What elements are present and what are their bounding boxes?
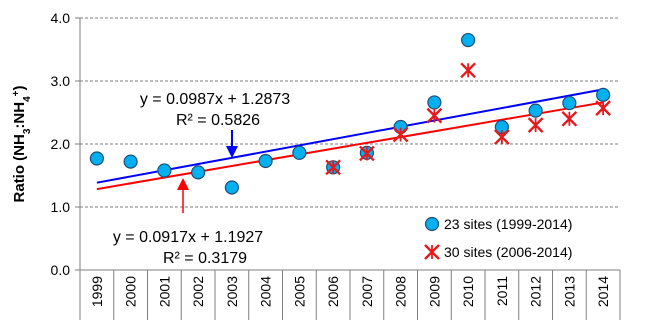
data-point-circle-2012 <box>528 103 543 118</box>
blue-trend-equation: y = 0.0987x + 1.2873 <box>140 91 290 108</box>
x-tick-label: 2013 <box>561 276 577 307</box>
data-point-circle-2014 <box>596 87 611 102</box>
data-point-asterisk-2009 <box>426 107 443 124</box>
blue-trend-r2: R² = 0.5826 <box>176 112 260 129</box>
x-tick-label: 2010 <box>460 276 476 307</box>
y-tick-label: 4.0 <box>51 10 71 26</box>
trendline-0 <box>96 88 604 184</box>
data-point-asterisk-2010 <box>460 62 476 79</box>
points-layer <box>89 32 611 195</box>
data-point-asterisk-2013 <box>561 110 578 127</box>
red-trend-r2: R² = 0.3179 <box>163 250 247 267</box>
legend: 23 sites (1999-2014) 30 sites (2006-2014) <box>424 216 572 260</box>
data-point-circle-2005 <box>292 145 307 160</box>
y-tick-label: 3.0 <box>51 73 71 89</box>
trendline-layer <box>96 88 604 191</box>
trendline-1 <box>96 101 604 191</box>
y-tick-label: 2.0 <box>51 136 71 152</box>
data-point-circle-2009 <box>427 95 442 110</box>
data-point-asterisk-2008 <box>392 126 409 143</box>
x-tick-label: 2005 <box>291 276 307 307</box>
legend-marker-asterisk <box>424 244 440 260</box>
data-point-asterisk-2011 <box>494 129 510 145</box>
legend-marker-circle <box>424 216 440 232</box>
y-axis-label: Ratio (NH3:NH4+) <box>11 86 33 203</box>
red-arrow-head <box>177 178 189 190</box>
x-tick-label: 2014 <box>595 276 611 307</box>
data-point-circle-2000 <box>123 154 138 169</box>
x-tick-label: 2007 <box>359 276 375 307</box>
annotation-layer: y = 0.0987x + 1.2873 R² = 0.5826 y = 0.091… <box>113 91 290 267</box>
data-point-circle-2004 <box>258 153 273 169</box>
data-point-asterisk-2012 <box>527 117 544 133</box>
data-point-circle-2010 <box>461 32 476 48</box>
data-point-asterisk-2007 <box>359 145 375 162</box>
x-tick-label: 2001 <box>156 276 172 307</box>
y-tick-label: 1.0 <box>51 199 71 215</box>
x-tick-label: 2002 <box>190 276 206 307</box>
data-point-circle-2003 <box>224 180 239 195</box>
blue-arrow-head <box>226 146 238 158</box>
axes-layer: 0.0 1.0 2.0 3.0 4.0 1999 2000 2001 2002 2003 2004 2… <box>11 10 621 320</box>
data-point-circle-2013 <box>562 95 577 111</box>
data-point-asterisk-2006 <box>325 159 341 176</box>
x-tick-label: 2012 <box>528 276 544 307</box>
y-tick-label: 0.0 <box>51 262 71 278</box>
legend-label-30-sites: 30 sites (2006-2014) <box>444 244 572 260</box>
x-tick-label: 2008 <box>393 276 409 307</box>
x-tick-label: 2003 <box>224 276 240 307</box>
grid-layer <box>80 17 620 208</box>
x-tick-label: 2006 <box>325 276 341 307</box>
data-point-asterisk-2014 <box>595 100 611 116</box>
data-point-circle-2001 <box>157 163 172 178</box>
red-trend-equation: y = 0.0917x + 1.1927 <box>113 229 263 246</box>
x-tick-label: 2000 <box>123 276 139 307</box>
x-tick-label: 1999 <box>89 276 105 307</box>
x-tick-label: 2011 <box>494 276 510 306</box>
x-tick-label: 2004 <box>258 276 274 307</box>
legend-label-23-sites: 23 sites (1999-2014) <box>444 216 572 232</box>
data-point-circle-1999 <box>89 151 104 166</box>
x-tick-label: 2009 <box>426 276 442 307</box>
data-point-circle-2002 <box>191 165 206 180</box>
